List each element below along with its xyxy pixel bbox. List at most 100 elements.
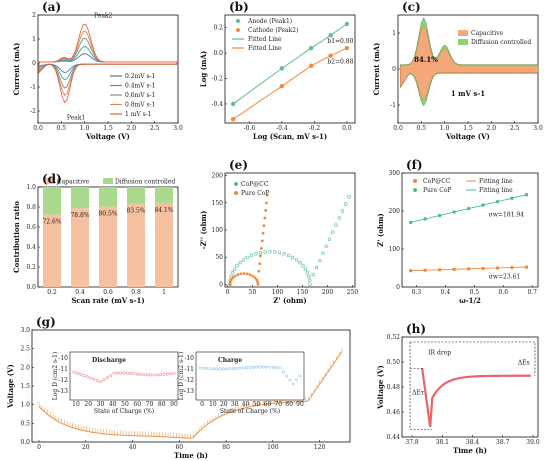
- inset-point: [218, 367, 222, 371]
- data-point-purecop: [260, 247, 263, 250]
- inset-point: [238, 366, 242, 370]
- data-point: [452, 210, 456, 214]
- inset-y-label: Log D (cm2 s-1): [52, 352, 59, 400]
- inset-x-tick: 30: [231, 401, 239, 408]
- x-tick-label: 20: [82, 444, 90, 451]
- cv-series: [38, 46, 178, 81]
- inset-point: [298, 374, 302, 378]
- y-tick-label: 0.46: [387, 409, 401, 416]
- y-axis-label: Contribution ratio: [12, 201, 21, 273]
- bar-value-label: 72.6%: [42, 218, 61, 225]
- y-tick-label: 0.0: [213, 50, 223, 57]
- y-tick-label: -0.2: [211, 76, 223, 83]
- data-point-purecop: [262, 224, 266, 228]
- data-point-purecop: [228, 280, 232, 284]
- relaxation-drop: [421, 368, 432, 428]
- annotation: 84.1%: [414, 55, 438, 64]
- y-tick-label: 3.0: [20, 327, 30, 334]
- cv-series: [38, 23, 178, 104]
- inset-frame: [195, 351, 305, 401]
- data-point-purecop: [233, 274, 237, 278]
- data-point: [437, 268, 442, 272]
- x-tick-label: 80: [222, 444, 230, 451]
- cv-series: [38, 53, 178, 74]
- x-axis-label: ω-1/2: [459, 296, 481, 305]
- inset-y-tick: -10: [58, 355, 68, 362]
- inset-x-tick: 0: [200, 401, 204, 408]
- inset-y-tick: -11: [58, 366, 68, 373]
- inset-x-tick: 80: [285, 401, 293, 408]
- legend-label: Anode (Peak1): [247, 18, 292, 25]
- x-tick-label: 2.0: [487, 125, 497, 132]
- inset-point: [159, 373, 163, 377]
- legend-label: 0.4mV s-1: [125, 83, 155, 90]
- y-tick-label: -0.4: [211, 101, 223, 108]
- inset-point: [205, 367, 209, 370]
- x-tick-label: 0.8: [131, 289, 141, 296]
- legend-label: Diffusion controlled: [115, 179, 175, 186]
- data-point: [481, 266, 485, 271]
- plot-frame: [401, 172, 539, 288]
- x-tick-label: 0.2: [47, 289, 57, 296]
- x-axis-label: Voltage (V): [445, 132, 490, 141]
- legend-label: CoP@CC: [423, 178, 451, 185]
- inset-point: [129, 371, 133, 375]
- y-axis-label: Voltage (V): [6, 364, 15, 409]
- inset-x-tick: 50: [121, 401, 129, 408]
- x-tick-label: 0: [226, 289, 230, 296]
- annotation: IR drop: [428, 350, 451, 357]
- data-point-purecop: [255, 278, 259, 282]
- y-tick-label: 2: [32, 12, 36, 19]
- x-tick-label: 0.7: [527, 289, 537, 296]
- data-point: [423, 217, 427, 221]
- annotation: Peak1: [67, 114, 85, 121]
- y-tick-label: 0: [392, 66, 396, 73]
- inset-x-tick: 20: [84, 401, 92, 408]
- inset-x-tick: 10: [72, 401, 80, 408]
- y-tick-label: 1: [32, 36, 36, 43]
- plot-frame: [37, 14, 179, 124]
- panel-label: (g): [36, 315, 56, 329]
- x-axis-label: Z' (ohm): [273, 296, 306, 305]
- inset-point: [275, 366, 279, 369]
- y-tick-label: 0.5: [20, 420, 30, 427]
- data-point: [408, 268, 413, 273]
- panel-label: (a): [42, 0, 61, 14]
- data-point-purecop: [261, 231, 265, 235]
- panel-label: (d): [42, 172, 62, 186]
- data-point-copcc: [273, 250, 277, 254]
- legend-label: Capacitive: [471, 30, 504, 37]
- inset-point: [109, 374, 113, 378]
- data-point-copcc: [337, 216, 341, 220]
- guide-line: [409, 342, 433, 430]
- x-tick-label: 2.5: [510, 125, 520, 132]
- bar-value-label: 78.8%: [70, 212, 89, 219]
- x-tick-label: -0.6: [244, 125, 256, 132]
- y-tick-label: 0.44: [387, 434, 401, 441]
- annotation: b1=0.90: [327, 38, 353, 45]
- x-tick-label: 0.0: [342, 125, 352, 132]
- annotation: b2=0.88: [327, 58, 353, 65]
- inset-discharge: Discharge -10 -11 -12 -13 10 20 30 40 50 60 70 80 90 S…: [52, 351, 179, 415]
- data-point-copcc: [311, 272, 315, 277]
- x-tick-label: 2.0: [127, 125, 137, 132]
- data-point: [344, 45, 350, 51]
- plot-frame: [401, 336, 539, 438]
- inset-point: [198, 366, 202, 370]
- inset-x-tick: 40: [242, 401, 250, 408]
- x-tick-label: 0.0: [33, 125, 43, 132]
- bar-capacitive: [43, 214, 61, 287]
- inset-y-tick: -10: [184, 355, 194, 362]
- panel-label: (b): [229, 0, 249, 14]
- data-point: [408, 220, 413, 225]
- data-point: [495, 266, 500, 270]
- panel-d: 0.0 0.2 0.4 0.6 0.8 1.0 Scan rate (mV s-1) Cont…: [12, 178, 179, 305]
- legend-label: Pure CoP: [423, 187, 451, 194]
- x-tick-label: 37.8: [405, 439, 419, 446]
- inset-point: [281, 370, 285, 374]
- legend-label: 0.2mV s-1: [125, 73, 155, 80]
- inset-point: [92, 377, 96, 381]
- x-tick-label: 0.5: [470, 289, 480, 296]
- data-point: [344, 21, 350, 27]
- data-point: [308, 63, 314, 69]
